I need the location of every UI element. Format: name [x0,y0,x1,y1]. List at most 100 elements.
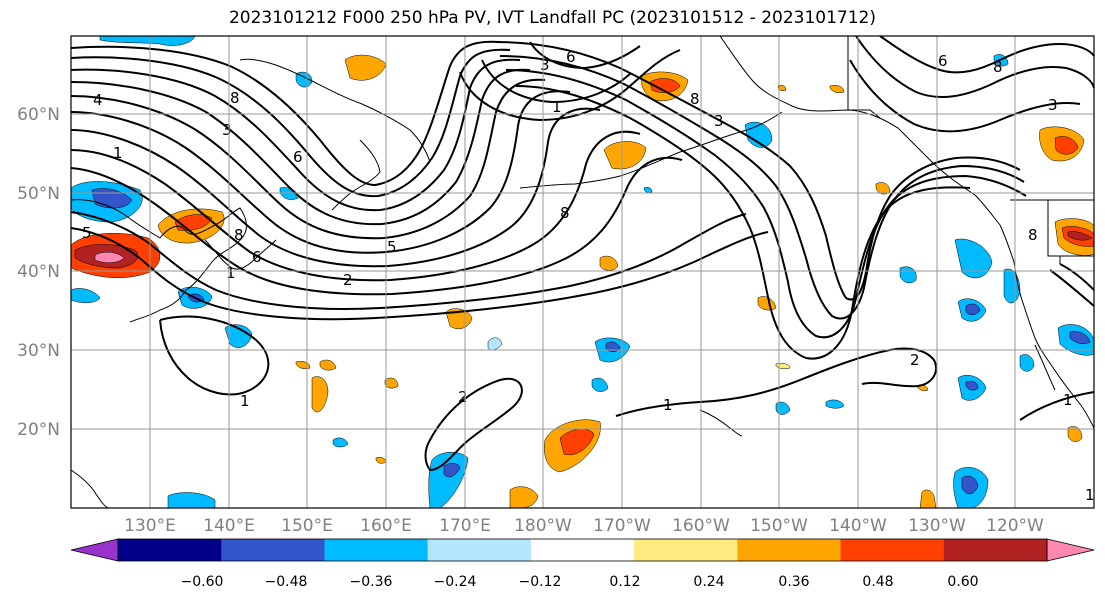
anomaly-negative [70,288,101,303]
coastline-philippines [70,469,109,509]
anomaly-positive [559,428,595,456]
colorbar-label: −0.60 [181,574,224,590]
colorbar-segment [324,539,429,561]
contour-label: 1 [240,392,250,410]
anomaly-negative [99,35,196,46]
pv-contour [70,40,501,187]
colorbar-label: −0.12 [519,574,562,590]
anomaly-negative [224,324,253,348]
lon-label: 120°W [986,516,1044,536]
colorbar-label: −0.36 [350,574,393,590]
contour-label: 3 [1048,96,1058,114]
contour-label: 3 [714,112,724,130]
anomaly-positive [311,376,329,413]
contour-label: 2 [910,351,920,369]
pv-contour [1059,263,1095,291]
anomaly-negative [961,475,979,494]
colorbar [70,538,1095,562]
anomaly-negative [965,381,979,391]
anomaly-negative [1019,354,1035,372]
pv-contour [70,90,571,254]
lon-label: 160°W [672,516,730,536]
contour-label: 8 [993,58,1003,76]
border-canada [1010,199,1094,264]
coastline-asia [70,199,247,323]
coastline-siberia [239,58,431,163]
pv-contour [505,69,1027,339]
contour-label: 5 [82,224,92,242]
pv-contour [515,85,971,360]
anomaly-negative [965,303,981,315]
anomaly-negative [295,71,313,88]
pv-contour [615,347,937,417]
pv-contour [499,55,1025,320]
anomaly-negative [332,437,349,448]
pv-contour [424,377,523,472]
anomaly-positive [1067,426,1083,442]
anomaly-positive [757,296,777,311]
contour-label: 8 [690,90,700,108]
pv-contour [70,107,601,268]
colorbar-extend-high [1046,538,1095,562]
anomaly-positive [875,182,891,195]
contour-label: 8 [230,89,240,107]
contour-label: 6 [938,52,948,70]
anomaly-positive [919,489,937,509]
lon-label: 130°W [908,516,966,536]
pv-contour [481,59,631,104]
pv-contours [70,35,1095,472]
map-title: 2023101212 F000 250 hPa PV, IVT Landfall… [228,8,876,28]
colorbar-extend-low [70,538,119,562]
lat-label: 60°N [17,105,60,125]
anomaly-positive [599,255,619,271]
colorbar-label: 0.48 [862,574,893,590]
pv-contour [70,211,747,311]
anomaly-positive [94,251,125,263]
colorbar-label: 0.60 [947,574,978,590]
coastline-hawaii [699,409,743,437]
pv-contour [495,41,1021,301]
pv-contour [70,78,546,240]
pv-contour [159,315,270,396]
anomaly-negative [591,377,609,392]
anomaly-positive [319,359,337,371]
colorbar-label: −0.24 [434,574,477,590]
lon-label: 140°E [203,516,255,536]
lat-label: 30°N [17,341,60,361]
contour-label: 8 [234,226,244,244]
colorbar-label: −0.48 [265,574,308,590]
anomaly-negative [167,492,216,509]
contour-label: 6 [566,48,576,66]
coastline-japan [204,239,277,270]
map-frame [70,35,1095,509]
colorbar-frame [117,538,1048,562]
contour-label: 3 [222,121,232,139]
coastlines [70,35,1095,509]
pv-contour [1049,269,1095,307]
anomaly-negative [825,399,845,409]
contour-label: 6 [252,248,262,266]
colorbar-label: 0.36 [778,574,809,590]
lon-label: 170°W [593,516,651,536]
anomaly-negative [443,463,461,478]
contour-label: 4 [93,91,103,109]
anomaly-negative [643,186,653,194]
contour-label: 1 [663,396,673,414]
lat-label: 50°N [17,184,60,204]
anomaly-negative [954,238,993,279]
colorbar-labels: −0.60 −0.48 −0.36 −0.24 −0.12 0.12 0.24 … [181,574,979,590]
anomaly-negative [1069,331,1091,344]
pv-contour [855,35,1095,98]
contour-label: 1 [552,98,562,116]
colorbar-segment [943,539,1048,561]
graticule [71,36,1094,508]
colorbar-segment [221,539,325,561]
pv-contour [849,59,1081,133]
contour-label: 3 [540,56,550,74]
colorbar-segment [427,539,532,561]
pv-contour [1019,391,1095,421]
lat-label: 20°N [17,420,60,440]
coastline-bc [974,194,1095,429]
pv-contour [70,156,683,296]
